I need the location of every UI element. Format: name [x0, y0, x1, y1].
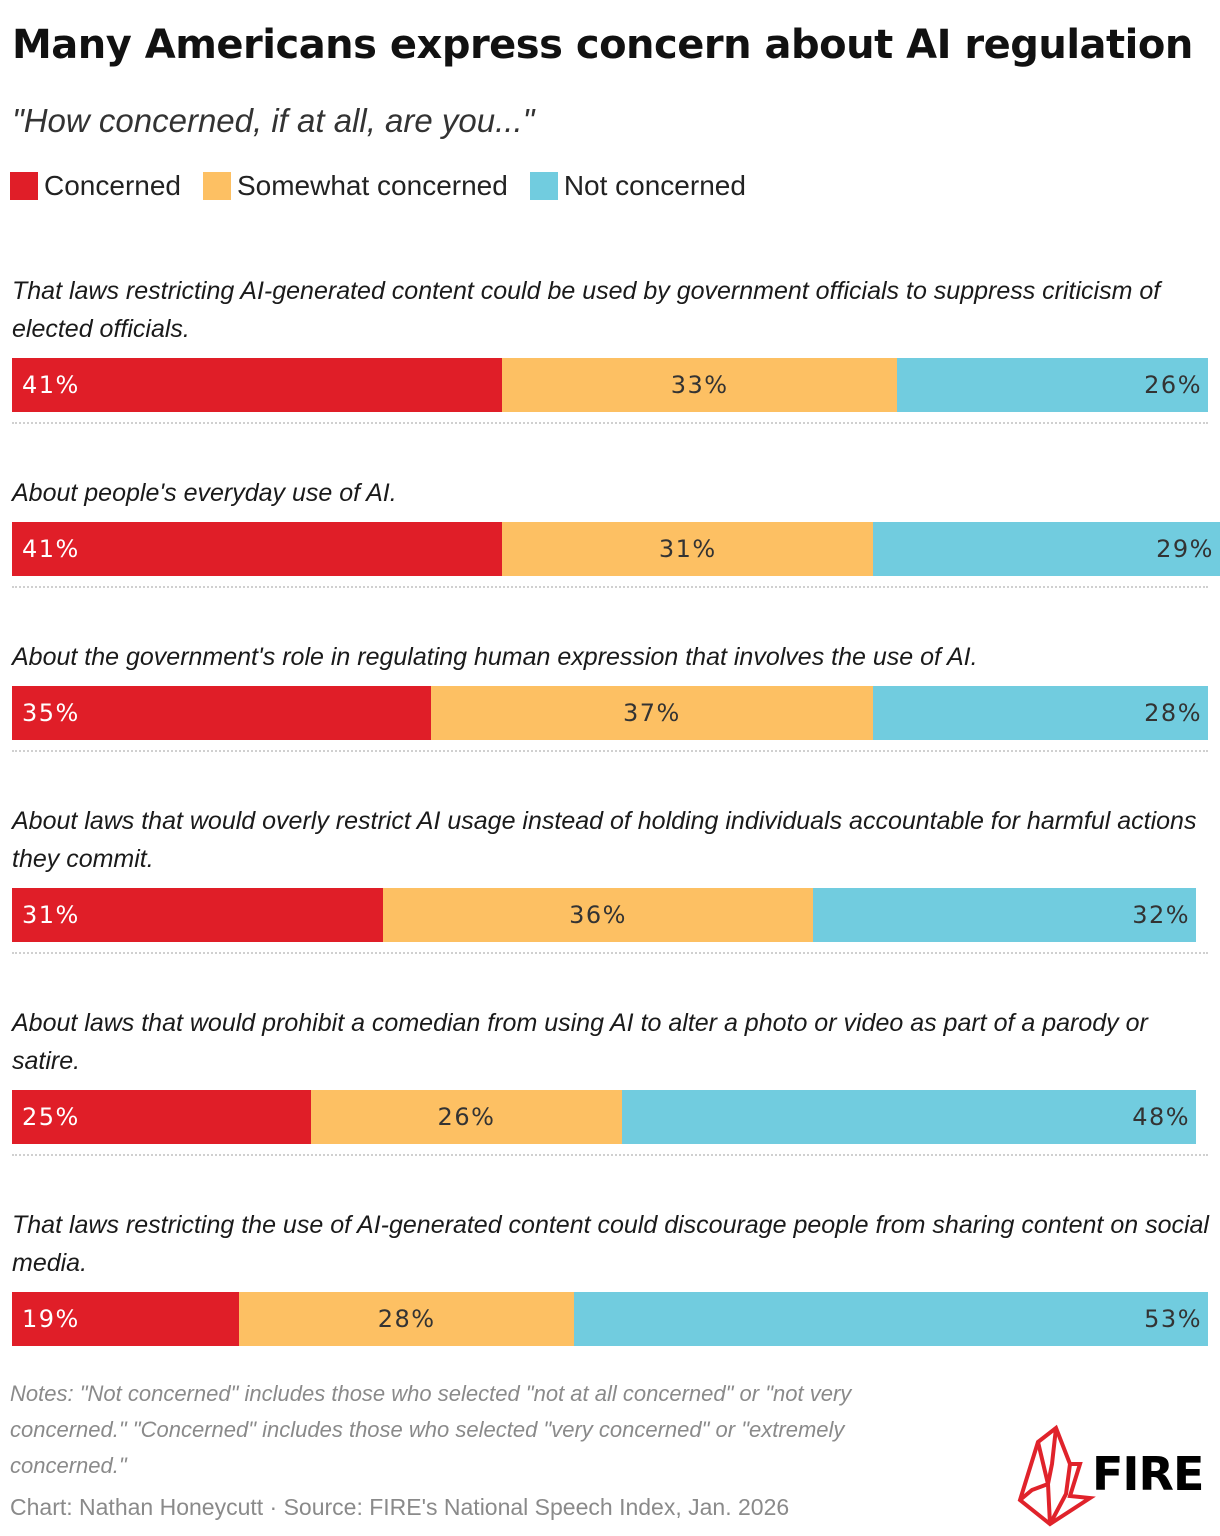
bar-row: About the government's role in regulatin…	[12, 638, 1212, 752]
legend-label: Somewhat concerned	[236, 170, 508, 201]
row-divider	[12, 422, 1208, 424]
bar-row: About people's everyday use of AI. 41% 31%…	[12, 474, 1220, 588]
legend-item-somewhat-concerned: Somewhat concerned	[202, 170, 508, 202]
stacked-bar: 41% 31% 29%	[12, 522, 1220, 576]
data-label-not-concerned: 32%	[1132, 901, 1191, 929]
bar-segment-concerned	[12, 358, 503, 412]
question-label: About people's everyday use of AI.	[12, 479, 397, 507]
data-label-somewhat-concerned: 36%	[569, 901, 627, 929]
data-label-not-concerned: 29%	[1156, 535, 1214, 563]
bar-segment-somewhat-concerned	[502, 522, 874, 576]
data-label-concerned: 41%	[22, 535, 80, 563]
legend-swatch	[202, 172, 231, 200]
svg-text:FIRE: FIRE	[1092, 1447, 1203, 1501]
bar-segment-somewhat-concerned	[382, 888, 814, 942]
bar-row: About laws that would prohibit a comedia…	[12, 1004, 1212, 1156]
notes: Notes: "Not concerned" includes those wh…	[10, 1381, 852, 1478]
fire-logo: FIRE	[1017, 1424, 1204, 1527]
question-label: About laws that would overly restrict AI…	[12, 807, 1197, 873]
legend-item-not-concerned: Not concerned	[529, 170, 746, 202]
question-label: About the government's role in regulatin…	[12, 643, 978, 671]
data-label-not-concerned: 26%	[1144, 371, 1202, 399]
data-label-not-concerned: 28%	[1144, 699, 1202, 727]
bar-row: That laws restricting the use of AI-gene…	[12, 1206, 1212, 1358]
row-divider	[12, 952, 1208, 954]
legend-swatch	[529, 172, 558, 200]
data-label-concerned: 31%	[22, 901, 80, 929]
bar-segment-not-concerned	[621, 1090, 1197, 1144]
bar-segment-concerned	[12, 1090, 311, 1144]
bar-segment-somewhat-concerned	[239, 1292, 575, 1346]
legend-label: Concerned	[44, 170, 181, 201]
data-label-somewhat-concerned: 28%	[377, 1305, 436, 1333]
question-label: That laws restricting the use of AI-gene…	[12, 1211, 1209, 1277]
data-label-somewhat-concerned: 31%	[658, 535, 717, 563]
stacked-bar: 41% 33% 26%	[12, 358, 1212, 412]
row-divider	[12, 1154, 1208, 1156]
question-label: About laws that would prohibit a comedia…	[12, 1009, 1148, 1075]
question-label: That laws restricting AI-generated conte…	[12, 277, 1161, 343]
bar-row: That laws restricting AI-generated conte…	[12, 272, 1212, 424]
bar-segment-concerned	[12, 686, 431, 740]
source-credit: Chart: Nathan Honeycutt · Source: FIRE's…	[10, 1494, 790, 1520]
chart-rows: That laws restricting AI-generated conte…	[12, 272, 1220, 1408]
bar-segment-somewhat-concerned	[430, 686, 874, 740]
data-label-concerned: 35%	[22, 699, 80, 727]
legend-label: Not concerned	[563, 170, 746, 201]
row-divider	[12, 586, 1208, 588]
bar-segment-concerned	[12, 888, 383, 942]
chart-subtitle: "How concerned, if at all, are you..."	[12, 102, 535, 139]
data-label-concerned: 25%	[22, 1103, 80, 1131]
bar-segment-somewhat-concerned	[502, 358, 898, 412]
bar-row: About laws that would overly restrict AI…	[12, 802, 1212, 954]
data-label-concerned: 41%	[22, 371, 80, 399]
stacked-bar: 19% 28% 53%	[12, 1292, 1212, 1346]
row-divider	[12, 750, 1208, 752]
bar-segment-concerned	[12, 522, 503, 576]
stacked-bar: 35% 37% 28%	[12, 686, 1212, 740]
legend: Concerned Somewhat concerned Not concern…	[10, 170, 768, 202]
bar-segment-not-concerned	[574, 1292, 1208, 1346]
data-label-not-concerned: 53%	[1144, 1305, 1202, 1333]
data-label-somewhat-concerned: 33%	[670, 371, 729, 399]
data-label-somewhat-concerned: 37%	[622, 699, 681, 727]
stacked-bar: 31% 36% 32%	[12, 888, 1212, 942]
bar-segment-not-concerned	[873, 686, 1208, 740]
stacked-bar: 25% 26% 48%	[12, 1090, 1212, 1144]
legend-swatch	[10, 172, 38, 200]
bar-segment-not-concerned	[813, 888, 1197, 942]
legend-item-concerned: Concerned	[10, 170, 181, 202]
bar-segment-concerned	[12, 1292, 240, 1346]
data-label-not-concerned: 48%	[1132, 1103, 1191, 1131]
bar-segment-not-concerned	[873, 522, 1220, 576]
chart-title: Many Americans express concern about AI …	[12, 22, 1193, 68]
data-label-concerned: 19%	[22, 1305, 80, 1333]
data-label-somewhat-concerned: 26%	[437, 1103, 496, 1131]
bar-segment-somewhat-concerned	[311, 1090, 622, 1144]
bar-segment-not-concerned	[897, 358, 1208, 412]
